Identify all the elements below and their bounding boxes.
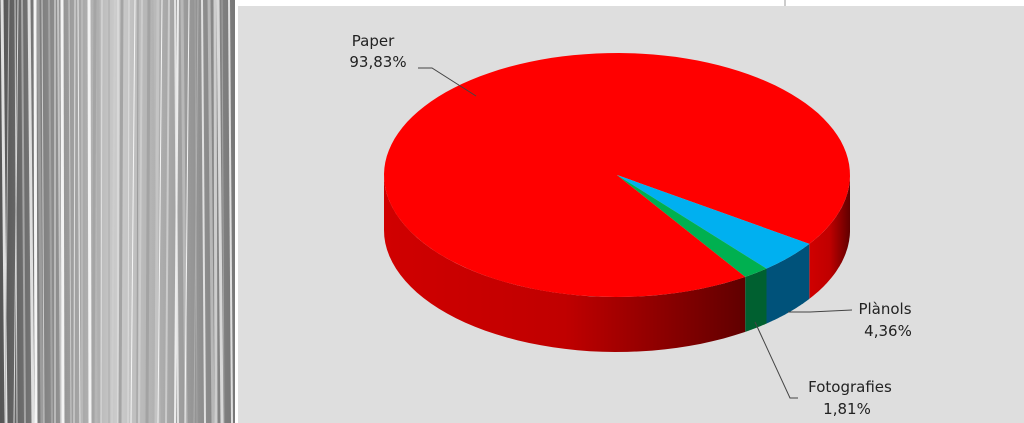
photo-stripe <box>130 0 136 423</box>
photo-stripe <box>73 0 76 423</box>
slice-side <box>384 175 746 352</box>
slice-value-label: 93,83% <box>349 53 406 71</box>
leaders <box>418 67 853 399</box>
photo-stripe <box>111 0 116 423</box>
photo-stripe <box>57 0 62 423</box>
photo-stripe <box>33 0 38 423</box>
slice <box>617 175 767 277</box>
photo-stripe <box>48 0 53 423</box>
photo-stripe <box>213 0 218 423</box>
photo-stripe <box>36 0 44 423</box>
photo-stripe <box>138 0 143 423</box>
photo-stripe <box>216 0 224 423</box>
photo-stripe <box>184 0 190 423</box>
photo-stripe <box>193 0 199 423</box>
photo-stripe <box>100 0 103 423</box>
slice <box>617 175 810 269</box>
slice-value-label: 1,81% <box>823 400 871 418</box>
photo-stripe <box>221 0 225 423</box>
photo-stripe <box>41 0 45 423</box>
photo-stripe <box>77 0 81 423</box>
photo-stripe <box>201 0 206 423</box>
photo-stripe <box>145 0 151 423</box>
slice-label: Plànols <box>858 300 911 318</box>
photo-stripe <box>21 0 26 423</box>
photo-stripe <box>87 0 92 423</box>
photo-stripe <box>91 0 97 423</box>
photo-stripe <box>60 0 65 423</box>
slice-side <box>745 268 767 332</box>
slice-label: Fotografies <box>808 378 892 396</box>
photo-stripe <box>154 0 160 423</box>
photo-stripe <box>118 0 124 423</box>
photo-stripe <box>127 0 130 423</box>
photo-stripe <box>136 0 139 423</box>
photo-stripe <box>4 0 10 423</box>
photo-stripe <box>165 0 170 423</box>
photo-stripe <box>207 0 215 423</box>
photo-stripe <box>228 0 233 423</box>
slice-value-label: 4,36% <box>864 322 912 340</box>
photo-stripe <box>68 0 72 423</box>
pie <box>384 53 850 352</box>
slice-label: Paper <box>352 32 395 50</box>
photo-stripe <box>174 0 179 423</box>
photo-stripe <box>157 0 163 423</box>
photo-stripe <box>13 0 19 423</box>
photo-stripe <box>96 0 101 423</box>
slice-side <box>766 243 810 324</box>
paper-photo <box>0 0 235 423</box>
photo-stripe <box>27 0 35 423</box>
slice-side <box>809 175 850 299</box>
